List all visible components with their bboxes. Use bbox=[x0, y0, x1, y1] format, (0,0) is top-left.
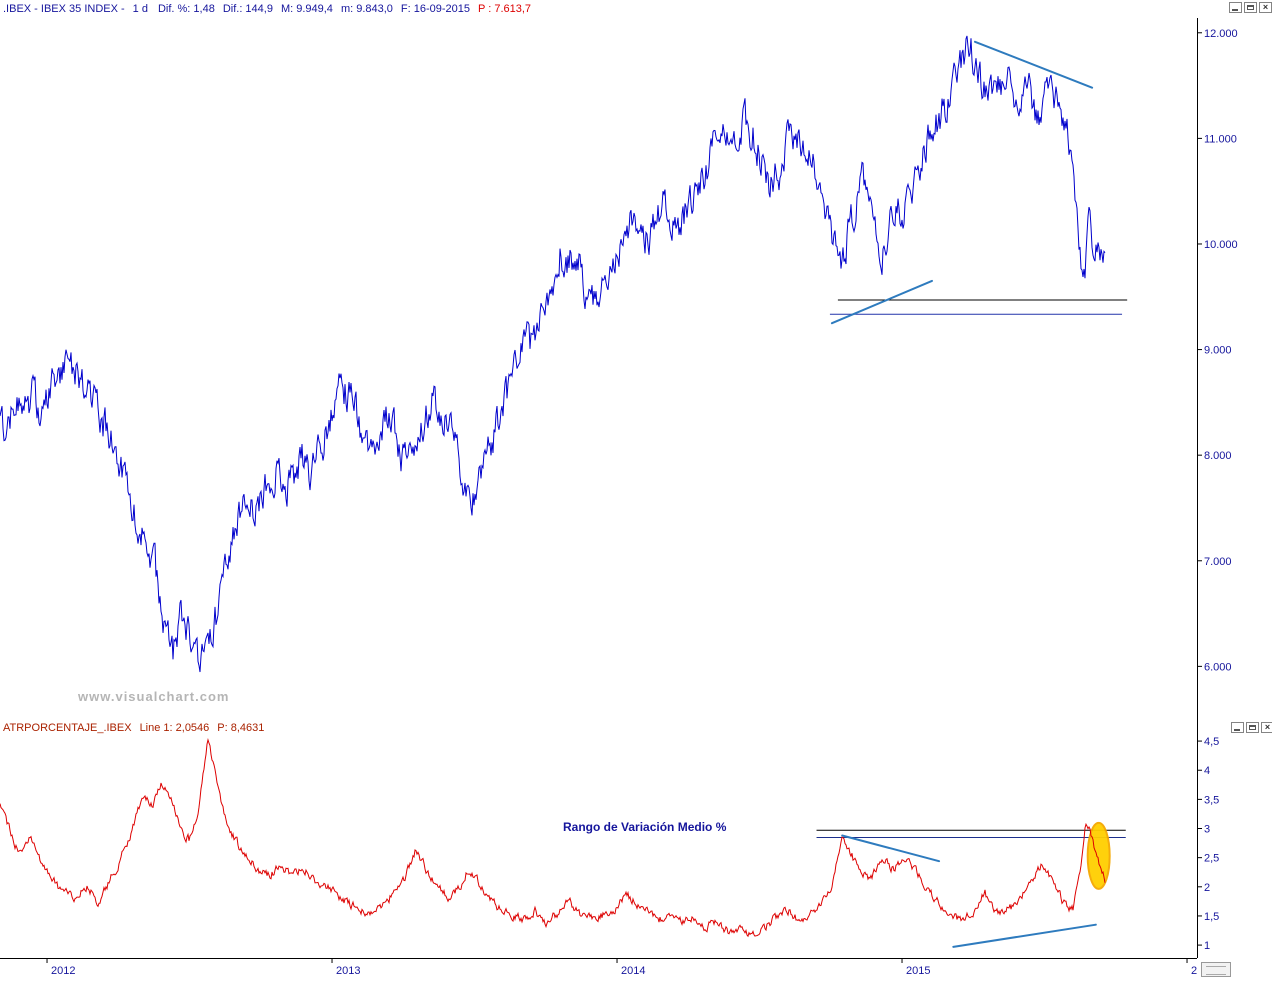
x-axis-label: 2013 bbox=[336, 965, 360, 977]
x-axis-label: 2012 bbox=[51, 965, 75, 977]
x-axis-label: 2014 bbox=[621, 965, 645, 977]
y-axis-label: 2 bbox=[1204, 882, 1210, 894]
min-label: m: 9.843,0 bbox=[340, 3, 393, 15]
y-axis-label: 2,5 bbox=[1204, 853, 1219, 865]
indicator-annotation-label: Rango de Variación Medio % bbox=[563, 820, 727, 834]
price-series-line[interactable] bbox=[0, 35, 1106, 673]
trend-line[interactable] bbox=[841, 834, 941, 863]
y-axis-label: 9.000 bbox=[1204, 345, 1232, 357]
indicator-minimize-button[interactable] bbox=[1231, 722, 1244, 733]
indicator-name-label: ATRPORCENTAJE_.IBEX bbox=[3, 722, 132, 734]
close-button[interactable]: × bbox=[1259, 2, 1272, 13]
grip-lines-icon bbox=[1206, 966, 1226, 975]
diff-label: Dif.: 144,9 bbox=[222, 3, 273, 15]
minimize-button[interactable] bbox=[1229, 2, 1242, 13]
axis-corner-button[interactable] bbox=[1201, 962, 1231, 977]
restore-button[interactable] bbox=[1244, 2, 1257, 13]
trend-line[interactable] bbox=[973, 40, 1094, 89]
main-chart-header: .IBEX - IBEX 35 INDEX - 1 d Dif. %: 1,48 Di… bbox=[3, 3, 539, 15]
indicator-close-button[interactable]: × bbox=[1261, 722, 1272, 733]
period-label: 1 d bbox=[132, 3, 148, 15]
symbol-label: .IBEX - IBEX 35 INDEX - bbox=[3, 3, 125, 15]
close-icon: × bbox=[1264, 722, 1271, 732]
indicator-window-controls: × bbox=[1231, 722, 1272, 733]
y-axis-label: 12.000 bbox=[1204, 28, 1238, 40]
indicator-restore-button[interactable] bbox=[1246, 722, 1259, 733]
indicator-line1-label: Line 1: 2,0546 bbox=[139, 722, 210, 734]
minimize-icon bbox=[1234, 729, 1240, 731]
indicator-series-line[interactable] bbox=[0, 737, 1106, 938]
y-axis-label: 4 bbox=[1204, 765, 1210, 777]
restore-icon bbox=[1249, 725, 1256, 730]
y-axis-label: 1,5 bbox=[1204, 911, 1219, 923]
last-price-label: P : 7.613,7 bbox=[478, 3, 532, 15]
restore-icon bbox=[1247, 5, 1254, 10]
trend-line[interactable] bbox=[830, 279, 933, 325]
y-axis-label: 11.000 bbox=[1204, 133, 1237, 145]
y-axis-label: 6.000 bbox=[1204, 661, 1232, 673]
y-axis-label: 4,5 bbox=[1204, 736, 1219, 748]
close-icon: × bbox=[1262, 2, 1269, 12]
indicator-header: ATRPORCENTAJE_.IBEX Line 1: 2,0546 P: 8,46… bbox=[3, 722, 272, 734]
indicator-last-label: P: 8,4631 bbox=[217, 722, 265, 734]
y-axis-label: 1 bbox=[1204, 940, 1210, 952]
minimize-icon bbox=[1232, 9, 1238, 11]
y-axis-label: 3,5 bbox=[1204, 794, 1219, 806]
date-label: F: 16-09-2015 bbox=[400, 3, 471, 15]
y-axis-label: 8.000 bbox=[1204, 450, 1232, 462]
y-axis-label: 10.000 bbox=[1204, 239, 1238, 251]
max-label: M: 9.949,4 bbox=[280, 3, 333, 15]
watermark: www.visualchart.com bbox=[78, 689, 230, 704]
y-axis-label: 7.000 bbox=[1204, 556, 1232, 568]
trend-line[interactable] bbox=[952, 923, 1097, 948]
diff-pct-label: Dif. %: 1,48 bbox=[157, 3, 215, 15]
main-window-controls: × bbox=[1229, 2, 1272, 13]
x-axis-label: 2015 bbox=[906, 965, 930, 977]
y-axis-label: 3 bbox=[1204, 824, 1210, 836]
x-axis-label: 2 bbox=[1191, 965, 1197, 977]
